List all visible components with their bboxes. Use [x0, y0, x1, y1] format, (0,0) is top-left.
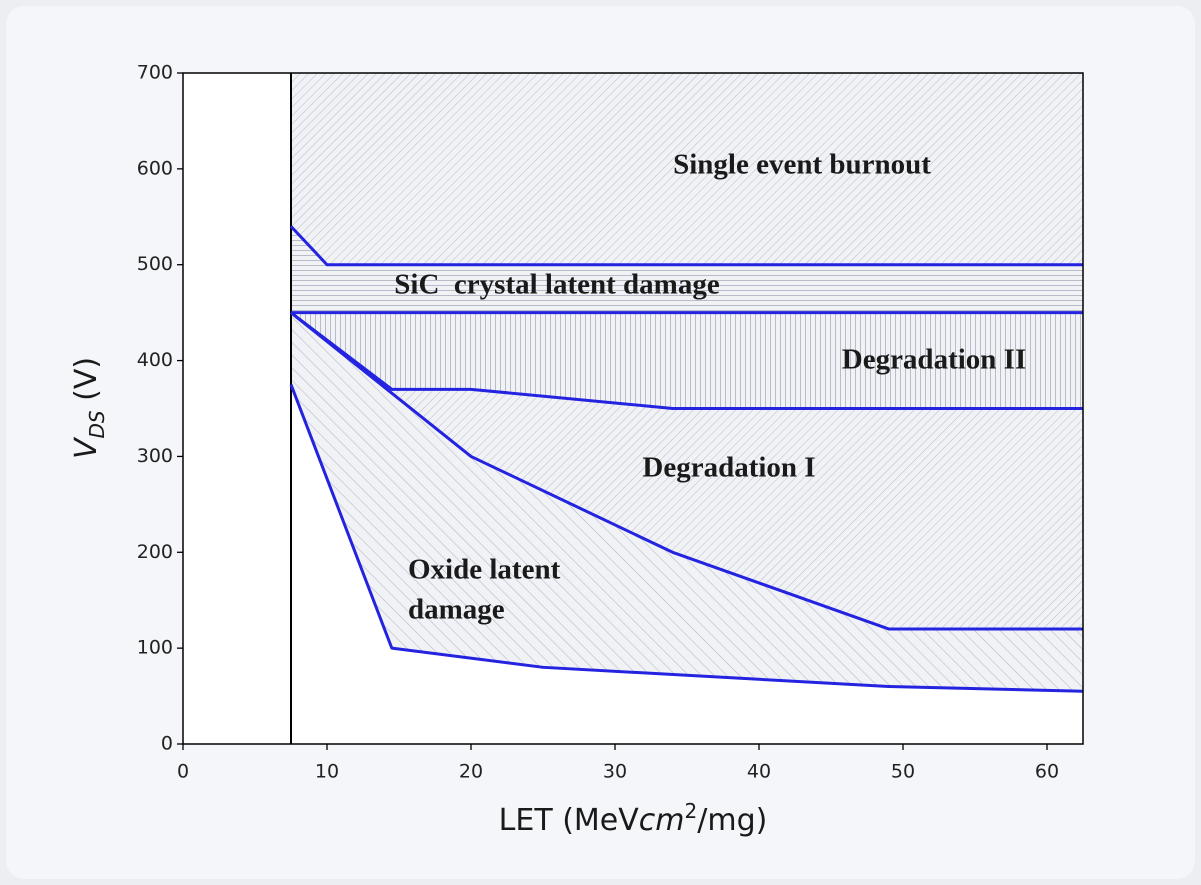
region — [291, 226, 1083, 313]
y-label-part: DS — [85, 410, 109, 438]
x-tick-label: 50 — [891, 761, 915, 783]
y-tick-label: 100 — [137, 637, 173, 659]
y-label-part: (V) — [69, 357, 104, 410]
region-label: Oxide latent — [408, 554, 561, 586]
y-tick-label: 700 — [137, 62, 173, 84]
y-tick-label: 200 — [137, 541, 173, 563]
region — [291, 73, 1083, 265]
x-tick-label: 30 — [603, 761, 627, 783]
y-tick-label: 400 — [137, 349, 173, 371]
y-tick-label: 300 — [137, 445, 173, 467]
boundary-line — [290, 311, 1083, 410]
plot-frame — [182, 72, 1084, 745]
boundary-line — [290, 311, 1083, 631]
region-label: Degradation II — [842, 344, 1026, 376]
y-tick-label: 500 — [137, 253, 173, 275]
x-tick-label: 20 — [459, 761, 483, 783]
y-tick-label: 0 — [161, 733, 173, 755]
x-label-part: LET (MeV — [499, 803, 640, 838]
x-tick-label: 40 — [747, 761, 771, 783]
region — [291, 312, 1083, 692]
region-label: Degradation I — [642, 452, 815, 484]
x-label-part: cm — [639, 803, 685, 838]
y-tick-label: 600 — [137, 157, 173, 179]
x-tick-label: 10 — [315, 761, 339, 783]
y-axis-label: VDS (V) — [69, 357, 109, 459]
x-label-part: /mg) — [697, 803, 767, 838]
region-label: SiC crystal latent damage — [394, 269, 720, 301]
boundary-line — [289, 384, 1084, 693]
y-label-part: V — [69, 436, 104, 459]
x-axis-label: LET (MeVcm2/mg) — [499, 799, 768, 838]
boundary-line — [289, 225, 1083, 267]
x-label-part: 2 — [685, 799, 698, 823]
region-label: damage — [408, 594, 505, 626]
x-tick-label: 60 — [1035, 761, 1059, 783]
region-label: Single event burnout — [673, 149, 931, 181]
x-tick-label: 0 — [177, 761, 189, 783]
region — [291, 312, 1083, 409]
